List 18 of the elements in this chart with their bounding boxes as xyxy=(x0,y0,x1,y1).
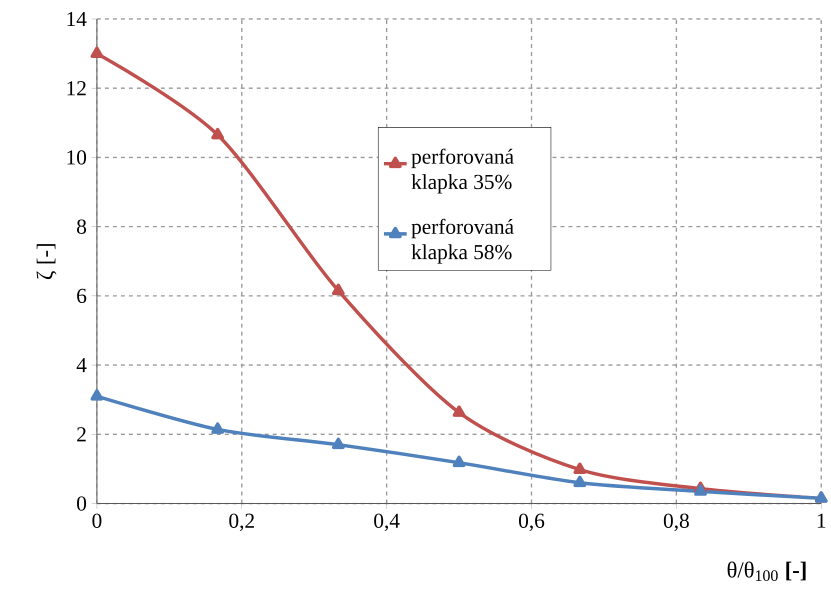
y-tick-label: 12 xyxy=(67,80,86,96)
x-tick-label: 1 xyxy=(818,513,826,528)
legend-label: perforovaná klapka 35% xyxy=(411,148,514,194)
y-tick-label: 0 xyxy=(77,496,86,511)
x-tick-label: 0 xyxy=(92,513,102,528)
x-tick-label: 0,6 xyxy=(519,513,544,531)
x-tick-label: 0,4 xyxy=(374,513,400,531)
legend-label: perforovaná klapka 58% xyxy=(411,218,514,264)
y-tick-label: 14 xyxy=(67,12,87,26)
x-axis-title: θ/θ$_{100}$ [-] xyxy=(728,561,806,581)
y-tick-label: 2 xyxy=(77,427,86,442)
x-tick-label: 0,8 xyxy=(664,513,689,531)
y-tick-label: 4 xyxy=(76,358,87,372)
y-tick-label: 8 xyxy=(77,219,86,234)
y-tick-label: 6 xyxy=(77,288,86,303)
y-tick-label: 10 xyxy=(67,150,86,164)
y-axis-title: ζ [-] xyxy=(36,244,56,279)
x-tick-label: 0,2 xyxy=(229,513,254,531)
